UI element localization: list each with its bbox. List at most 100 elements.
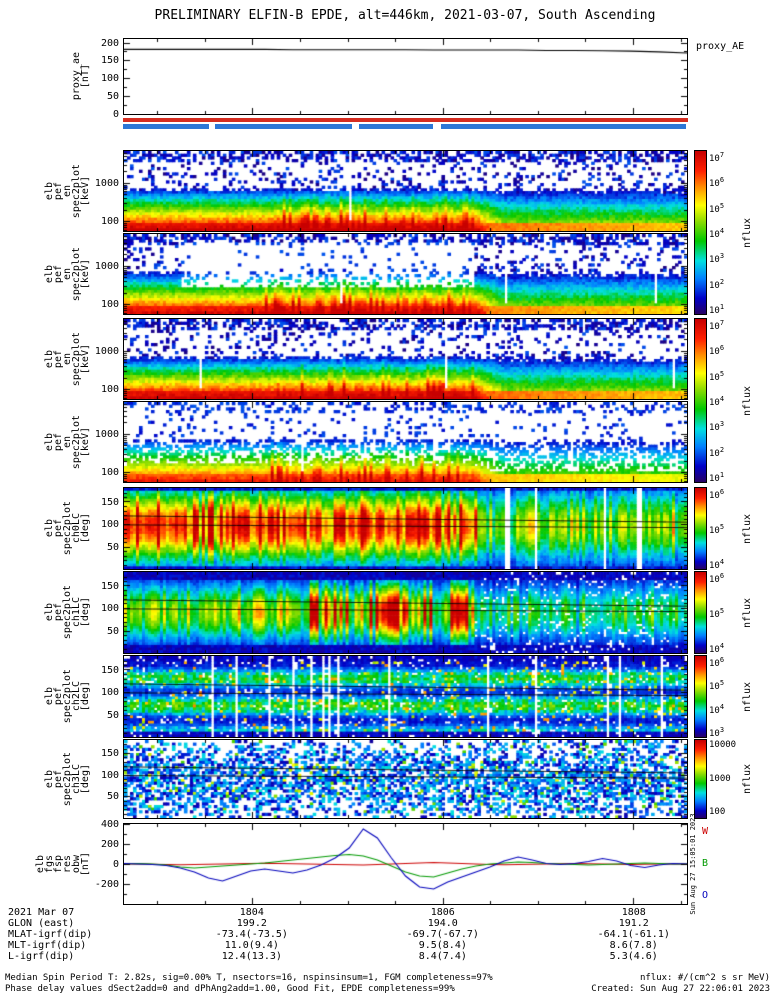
ch3LC-ytick-label: 50 [106,791,119,803]
colorbar-5 [694,739,707,819]
ch0LC-panel-canvas [124,488,687,569]
proxy-ae-yaxis-label: proxy_ae [nT] [44,38,91,115]
proxy-ae-panel [123,38,688,115]
mag-ytick-label: -200 [94,879,119,890]
annotation-value: 8.6(7.8) [609,940,658,951]
colorbar-tick-label: 103 [709,252,725,266]
ch0LC-ytick-label: 100 [100,519,119,530]
red-availability-bar [123,118,688,122]
footer-units-line: nflux: #/(cm^2 s sr MeV) [639,973,770,983]
ch2LC-yaxis-label-line: [deg] [80,681,91,712]
en-spec-3-panel-canvas [124,402,687,482]
en-spec-3-ytick-label: 1000 [94,428,119,440]
ch1LC-yaxis-label: elb pef spec2plot ch1LC [deg] [44,571,91,654]
en-spec-2-ytick-label: 1000 [94,345,119,357]
colorbar-tick-label: 105 [709,201,725,215]
annotation-row-label: GLON (east) [8,918,75,929]
annotation-value: 5.3(4.6) [609,951,658,962]
ch2LC-ytick-label: 100 [100,687,119,698]
date-label: 2021 Mar 07 [8,907,75,918]
colorbar-1 [694,318,707,483]
colorbar-tick-label: 104 [709,227,725,240]
colorbar-tick-label: 103 [709,420,725,434]
en-spec-0-ytick-label: 100 [100,216,119,228]
colorbar-tick-label: 106 [709,656,725,669]
colorbar-tick-label: 101 [709,303,725,316]
colorbar-title: nflux [742,513,753,544]
ch0LC-ytick-label: 150 [100,496,119,508]
time-tick-label: 1804 [239,907,264,918]
colorbar-1-canvas [695,319,706,482]
ch1LC-ytick-label: 150 [100,580,119,592]
colorbar-3 [694,571,707,654]
ch3LC-ytick-label: 150 [100,748,119,759]
en-spec-1-ytick-label: 100 [100,299,119,311]
en-spec-3-yaxis-label: elb pef en spec2plot [keV] [44,401,91,483]
mag-ytick-label: 200 [100,839,119,850]
colorbar-2-canvas [695,488,706,569]
proxy-ae-ytick-label: 0 [112,109,119,120]
created-stamp-vertical: Sun Aug 27 15:05:01 2023 [689,813,697,915]
mag-ytick-label: 400 [100,819,119,830]
colorbar-tick-label: 106 [709,344,725,358]
en-spec-3-ytick-label: 100 [100,467,119,479]
ch3LC-panel [123,739,688,819]
en-spec-2-ytick-label: 100 [100,384,119,396]
proxy-ae-ytick-label: 200 [100,37,119,49]
ch2LC-panel-canvas [124,656,687,737]
proxy-ae-yaxis-label-line: [nT] [80,64,91,89]
en-spec-1-yaxis-label-line: [keV] [80,258,91,290]
colorbar-0-canvas [695,151,706,314]
annotation-value: -73.4(-73.5) [215,929,288,940]
ch0LC-ytick-label: 50 [106,541,119,553]
proxy-ae-panel-canvas [124,39,687,114]
ch3LC-yaxis-label: elb pef spec2plot ch3LC [deg] [44,739,91,819]
annotation-value: 191.2 [618,918,649,929]
colorbar-tick-label: 102 [709,445,725,459]
mag-residual-panel [123,823,688,905]
mag-yaxis-label-line: [nT] [80,851,91,877]
ch0LC-yaxis-label-line: [deg] [80,513,91,544]
blue-availability-bar [359,124,433,129]
colorbar-tick-label: 104 [709,558,725,571]
ch0LC-yaxis-label: elb pef spec2plot ch0LC [deg] [44,487,91,570]
proxy-ae-ytick-label: 50 [106,91,119,103]
annotation-value: 11.0(9.4) [224,940,279,951]
colorbar-tick-label: 107 [709,319,725,332]
time-tick-label: 1808 [621,907,646,918]
en-spec-2-panel-canvas [124,319,687,399]
colorbar-tick-label: 105 [709,369,725,383]
colorbar-tick-label: 104 [709,395,725,408]
en-spec-2-panel [123,318,688,400]
proxy-ae-ytick-label: 150 [100,55,119,67]
ch1LC-ytick-label: 50 [106,625,119,637]
en-spec-1-yaxis-label: elb pef en spec2plot [keV] [44,233,91,315]
annotation-value: -64.1(-61.1) [597,929,670,940]
mag-ytick-label: 0 [112,859,119,870]
blue-availability-bar [215,124,352,129]
time-tick-label: 1806 [430,907,455,918]
en-spec-0-yaxis-label: elb pef en spec2plot [keV] [44,150,91,232]
colorbar-3-canvas [695,572,706,653]
colorbar-0 [694,150,707,315]
colorbar-5-canvas [695,740,706,818]
colorbar-tick-label: 105 [709,679,725,693]
colorbar-title: nflux [742,681,753,712]
footer-phase-delay-line: Phase delay values dSect2add=0 and dPhAn… [5,984,455,994]
en-spec-0-panel-canvas [124,151,687,231]
footer-created-line: Created: Sun Aug 27 22:06:01 2023 [591,984,770,994]
colorbar-tick-label: 106 [709,176,725,190]
colorbar-4 [694,655,707,738]
annotation-value: 9.5(8.4) [418,940,467,951]
colorbar-tick-label: 100 [709,807,726,817]
figure-title: PRELIMINARY ELFIN-B EPDE, alt=446km, 202… [154,8,656,23]
colorbar-title: nflux [742,385,753,416]
annotation-row-label: MLT-igrf(dip) [8,940,87,951]
blue-availability-bar [440,124,687,129]
colorbar-tick-label: 104 [709,642,725,655]
footer-spin-period-line: Median Spin Period T: 2.82s, sig=0.00% T… [5,973,493,983]
en-spec-0-yaxis-label-line: [keV] [80,175,91,207]
ch2LC-ytick-label: 150 [100,664,119,676]
en-spec-2-yaxis-label-line: [keV] [80,343,91,375]
colorbar-title: nflux [742,597,753,628]
